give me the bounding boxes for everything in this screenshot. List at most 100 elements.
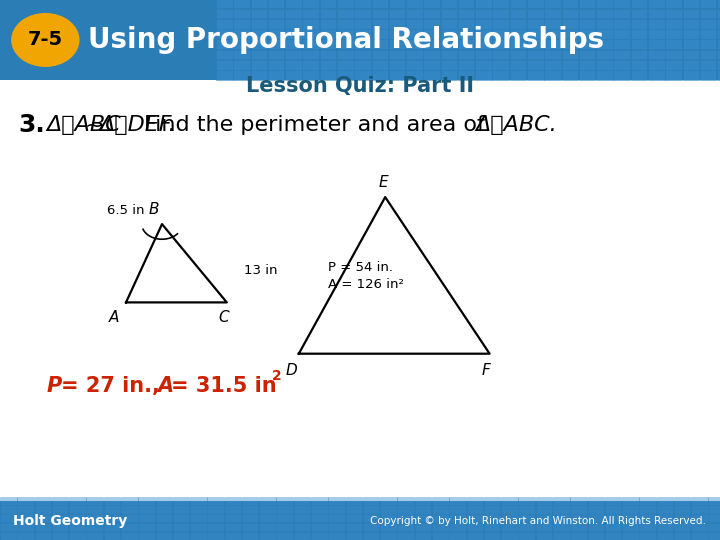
Bar	[251, 9, 267, 18]
Bar	[233, 60, 250, 70]
Bar	[216, 50, 233, 59]
Bar	[251, 19, 267, 29]
Bar	[86, 523, 103, 531]
Bar	[613, 50, 630, 59]
Bar	[708, 532, 720, 540]
Bar	[683, 9, 699, 18]
Bar	[544, 9, 561, 18]
Bar	[527, 29, 544, 39]
Bar	[613, 19, 630, 29]
Bar	[363, 523, 379, 531]
Bar	[380, 497, 397, 505]
Bar	[544, 39, 561, 49]
Bar	[510, 50, 526, 59]
Bar	[717, 0, 720, 8]
Bar	[536, 497, 552, 505]
Bar	[389, 9, 405, 18]
Bar	[17, 505, 34, 514]
Bar	[423, 50, 440, 59]
Bar	[622, 523, 639, 531]
Bar	[544, 60, 561, 70]
Text: 7-5: 7-5	[28, 30, 63, 50]
Bar	[302, 50, 319, 59]
Bar	[285, 19, 302, 29]
Bar	[346, 523, 362, 531]
Bar	[173, 505, 189, 514]
Bar	[579, 70, 595, 80]
Bar	[302, 9, 319, 18]
Bar	[233, 0, 250, 8]
Bar	[717, 70, 720, 80]
Bar	[639, 505, 656, 514]
Bar	[700, 39, 716, 49]
Bar	[406, 0, 423, 8]
Bar	[484, 532, 500, 540]
Bar	[432, 523, 449, 531]
Bar	[363, 497, 379, 505]
Bar	[354, 60, 371, 70]
Bar	[441, 60, 457, 70]
Bar	[657, 523, 673, 531]
Text: P: P	[47, 376, 62, 396]
Bar	[700, 19, 716, 29]
Bar	[648, 0, 665, 8]
Bar	[268, 50, 284, 59]
Bar	[665, 39, 682, 49]
Bar	[397, 505, 414, 514]
Bar	[138, 514, 155, 522]
Bar	[294, 532, 310, 540]
Bar	[320, 0, 336, 8]
Bar	[631, 19, 647, 29]
Bar	[717, 19, 720, 29]
Bar	[683, 0, 699, 8]
Bar	[544, 70, 561, 80]
Bar	[242, 497, 258, 505]
Text: C: C	[218, 310, 228, 326]
Bar	[233, 39, 250, 49]
Bar	[233, 29, 250, 39]
Bar	[17, 532, 34, 540]
Bar	[372, 19, 388, 29]
Bar	[225, 497, 241, 505]
Bar	[276, 497, 293, 505]
Bar	[69, 514, 86, 522]
Bar	[553, 532, 570, 540]
Bar	[527, 39, 544, 49]
Bar	[691, 523, 708, 531]
Bar	[501, 532, 518, 540]
Bar	[683, 19, 699, 29]
Bar	[337, 39, 354, 49]
Bar	[467, 505, 483, 514]
Bar	[0, 514, 17, 522]
Bar	[17, 514, 34, 522]
Bar	[173, 514, 189, 522]
Bar	[562, 50, 578, 59]
Bar	[631, 0, 647, 8]
Bar	[311, 505, 328, 514]
Bar	[337, 60, 354, 70]
Bar	[700, 0, 716, 8]
Bar	[510, 29, 526, 39]
Bar	[613, 0, 630, 8]
Bar	[104, 514, 120, 522]
Bar	[372, 50, 388, 59]
Bar	[268, 39, 284, 49]
Bar	[397, 514, 414, 522]
Bar	[372, 9, 388, 18]
Bar	[467, 497, 483, 505]
Bar	[605, 514, 621, 522]
Bar	[216, 29, 233, 39]
Bar	[35, 497, 51, 505]
Bar	[415, 523, 431, 531]
Bar	[536, 514, 552, 522]
Bar	[665, 19, 682, 29]
Bar	[579, 39, 595, 49]
Bar	[475, 29, 492, 39]
Bar	[251, 70, 267, 80]
Bar	[423, 19, 440, 29]
Bar	[544, 0, 561, 8]
Bar	[717, 29, 720, 39]
Bar	[35, 523, 51, 531]
Bar	[622, 532, 639, 540]
Bar	[0, 505, 17, 514]
